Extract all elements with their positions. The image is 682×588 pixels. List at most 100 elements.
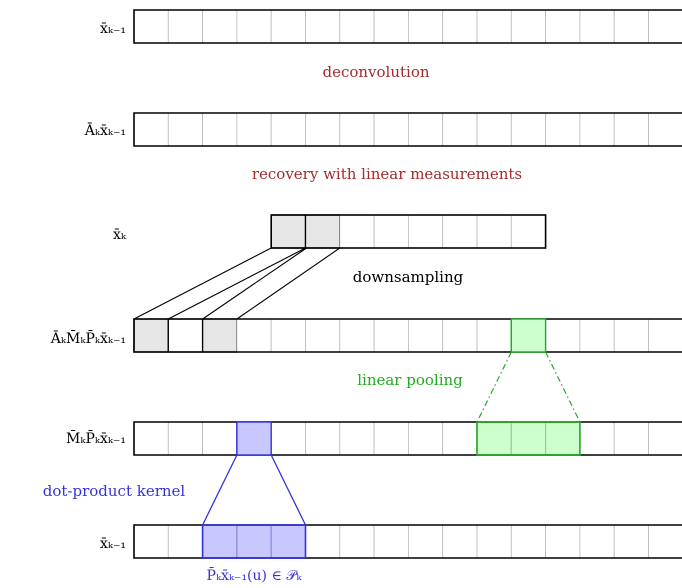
cell-r6-11 bbox=[510, 524, 546, 559]
cell-r2-10 bbox=[476, 112, 512, 147]
cell-r1-8 bbox=[407, 9, 444, 44]
cell-r1-4 bbox=[270, 9, 306, 44]
cell-r2-2 bbox=[202, 112, 238, 147]
cell-r3-3 bbox=[373, 214, 409, 249]
cell-r1-5 bbox=[305, 9, 341, 44]
cell-r5-0 bbox=[133, 421, 169, 456]
cell-r6-9 bbox=[442, 524, 478, 559]
cell-r2-14 bbox=[613, 112, 649, 147]
cell-r2-4 bbox=[270, 112, 306, 147]
cell-r6-4 bbox=[270, 524, 307, 559]
connectors-group bbox=[133, 247, 581, 526]
downsample-line-4 bbox=[236, 247, 341, 320]
cell-r4-4 bbox=[270, 318, 306, 353]
cell-r5-5 bbox=[305, 421, 341, 456]
cell-r1-15 bbox=[648, 9, 682, 44]
cell-r3-7 bbox=[510, 214, 546, 249]
cell-r4-9 bbox=[442, 318, 478, 353]
cell-r6-13 bbox=[579, 524, 615, 559]
caption-patch-set: P̄ₖx̄ₖ₋₁(u) ∈ 𝒫ₖ bbox=[207, 566, 303, 584]
cell-r6-14 bbox=[613, 524, 649, 559]
cell-r5-13 bbox=[579, 421, 615, 456]
kernel-line-right bbox=[270, 454, 307, 526]
cell-r1-6 bbox=[339, 9, 375, 44]
cell-r2-1 bbox=[167, 112, 204, 147]
cell-r1-0 bbox=[133, 9, 169, 44]
cell-r1-13 bbox=[579, 9, 615, 44]
cell-r6-3 bbox=[236, 524, 272, 559]
cell-r5-6 bbox=[339, 421, 375, 456]
cell-r2-7 bbox=[373, 112, 409, 147]
cell-r5-10 bbox=[476, 421, 512, 456]
cell-r3-1 bbox=[304, 214, 341, 249]
frame-row-3 bbox=[270, 214, 547, 249]
frame-row-5 bbox=[133, 421, 682, 456]
cell-r5-9 bbox=[442, 421, 478, 456]
cell-r2-15 bbox=[648, 112, 682, 147]
frame-row-2 bbox=[133, 112, 682, 147]
kernel-line-left bbox=[202, 454, 238, 526]
pool-source-cell bbox=[510, 318, 547, 353]
downsample-line-1 bbox=[133, 247, 272, 320]
caption-downsampling: downsampling bbox=[353, 268, 464, 286]
cell-r3-5 bbox=[442, 214, 478, 249]
caption-deconvolution: deconvolution bbox=[322, 63, 429, 81]
frame-row-6 bbox=[133, 524, 682, 559]
cell-r1-9 bbox=[442, 9, 478, 44]
cell-r6-10 bbox=[476, 524, 512, 559]
caption-linear-pooling: linear pooling bbox=[357, 371, 463, 389]
cell-r1-10 bbox=[476, 9, 512, 44]
cell-r4-8 bbox=[407, 318, 444, 353]
cell-r4-1 bbox=[167, 318, 204, 353]
cell-r2-0 bbox=[133, 112, 169, 147]
row-label-x-k-minus-1-bottom: x̄ₖ₋₁ bbox=[100, 536, 126, 552]
cell-r4-13 bbox=[579, 318, 615, 353]
cell-r2-11 bbox=[510, 112, 546, 147]
frame-row-4 bbox=[133, 318, 682, 353]
cell-r5-7 bbox=[373, 421, 409, 456]
caption-recovery: recovery with linear measurements bbox=[252, 165, 522, 183]
cell-r2-12 bbox=[545, 112, 581, 147]
cell-r2-8 bbox=[407, 112, 444, 147]
cell-r1-7 bbox=[373, 9, 409, 44]
cell-r6-7 bbox=[373, 524, 409, 559]
downsample-line-3 bbox=[202, 247, 307, 320]
row-label-x-k: x̄ₖ bbox=[113, 227, 127, 243]
cell-r6-5 bbox=[305, 524, 341, 559]
cell-r6-8 bbox=[407, 524, 444, 559]
cell-r5-2 bbox=[202, 421, 238, 456]
cell-r6-2 bbox=[201, 524, 238, 559]
cell-r4-3 bbox=[236, 318, 272, 353]
cell-r5-11 bbox=[510, 421, 547, 456]
row-label-amp-x: ĀₖM̄ₖP̄ₖx̄ₖ₋₁ bbox=[50, 329, 126, 347]
kernel-center-cell bbox=[236, 421, 272, 456]
pool-line-right bbox=[545, 351, 581, 423]
cell-r4-2 bbox=[201, 318, 238, 353]
cell-r3-2 bbox=[339, 214, 375, 249]
cell-r6-15 bbox=[648, 524, 682, 559]
cell-r5-12 bbox=[544, 421, 581, 456]
cell-r4-6 bbox=[339, 318, 375, 353]
cell-r5-14 bbox=[613, 421, 649, 456]
cell-r5-8 bbox=[407, 421, 444, 456]
cell-r2-9 bbox=[442, 112, 478, 147]
cell-r3-6 bbox=[476, 214, 512, 249]
cell-r6-6 bbox=[339, 524, 375, 559]
cell-r4-12 bbox=[545, 318, 581, 353]
row-label-mp-x: M̄ₖP̄ₖx̄ₖ₋₁ bbox=[66, 429, 126, 447]
bars-group bbox=[133, 9, 682, 559]
cell-r1-12 bbox=[545, 9, 581, 44]
pool-line-left bbox=[476, 351, 512, 423]
cell-r5-1 bbox=[167, 421, 204, 456]
cell-r1-3 bbox=[236, 9, 272, 44]
cell-r4-14 bbox=[613, 318, 649, 353]
cell-r1-11 bbox=[510, 9, 546, 44]
cell-r6-1 bbox=[167, 524, 204, 559]
cell-r2-6 bbox=[339, 112, 375, 147]
downsample-line-2 bbox=[168, 247, 306, 320]
caption-dot-product-kernel: dot-product kernel bbox=[43, 482, 186, 500]
cell-r1-14 bbox=[613, 9, 649, 44]
row-label-a-x: Āₖx̄ₖ₋₁ bbox=[84, 121, 126, 139]
pool-window bbox=[476, 421, 581, 456]
